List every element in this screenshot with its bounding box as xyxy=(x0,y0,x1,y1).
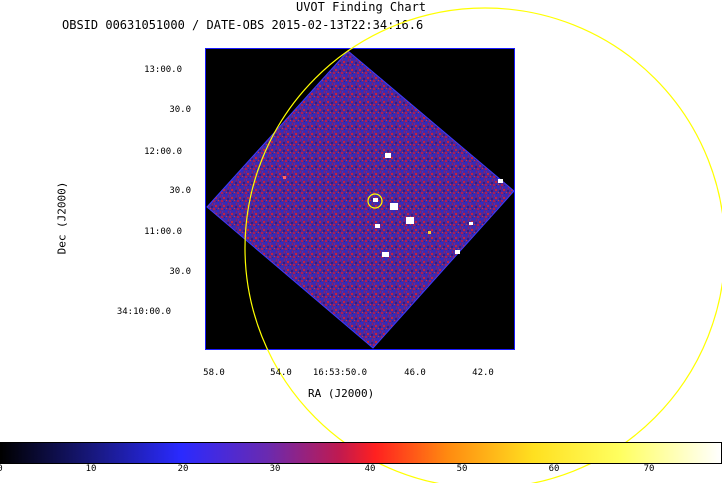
dec-tick-label: 11:00.0 xyxy=(144,227,182,237)
dec-tick-label: 13:00.0 xyxy=(144,65,182,75)
dec-tick-label: 30.0 xyxy=(169,105,191,115)
colorbar-tick-label: 30 xyxy=(269,464,281,474)
chart-title: UVOT Finding Chart xyxy=(295,0,427,14)
dec-tick-label: 34:10:00.0 xyxy=(116,307,171,317)
colorbar-tick-label: 0 xyxy=(0,464,15,474)
target-circle xyxy=(367,193,383,209)
ra-tick-label: 58.0 xyxy=(203,368,225,378)
chart-subtitle: OBSID 00631051000 / DATE-OBS 2015-02-13T… xyxy=(62,18,424,32)
dec-tick-label: 12:00.0 xyxy=(144,147,182,157)
colorbar-tick-label: 10 xyxy=(85,464,97,474)
detector-footprint xyxy=(206,50,515,349)
finding-chart-image xyxy=(205,48,515,350)
dec-tick-label: 30.0 xyxy=(169,186,191,196)
ra-tick-label: 42.0 xyxy=(472,368,494,378)
colorbar-tick-label: 70 xyxy=(643,464,655,474)
colorbar-tick-label: 60 xyxy=(548,464,560,474)
colorbar-tick-label: 50 xyxy=(456,464,468,474)
sources xyxy=(283,153,503,257)
colorbar-tick-label: 20 xyxy=(177,464,189,474)
colorbar xyxy=(0,442,722,464)
sky-image-svg xyxy=(205,48,515,350)
colorbar-tick-label: 40 xyxy=(364,464,376,474)
dec-tick-label: 30.0 xyxy=(169,267,191,277)
ra-tick-label: 54.0 xyxy=(270,368,292,378)
ra-tick-label: 16:53:50.0 xyxy=(312,368,368,378)
ra-tick-label: 46.0 xyxy=(404,368,426,378)
x-axis-label: RA (J2000) xyxy=(308,387,375,400)
